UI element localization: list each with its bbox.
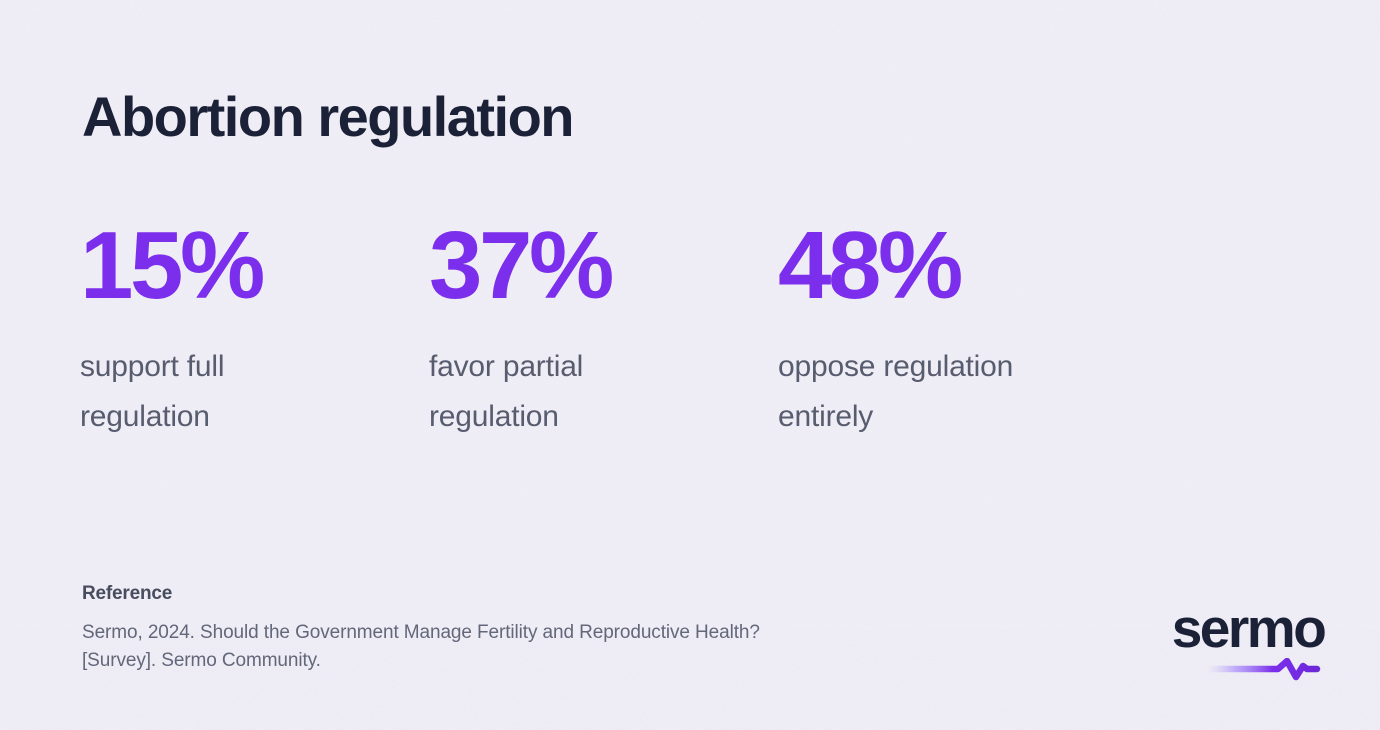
stat-value: 48% (778, 212, 963, 319)
reference-heading: Reference (82, 583, 173, 604)
stats-row: 15% support full regulation 37% favor pa… (80, 218, 1127, 442)
stat-label-line1: support full (80, 350, 225, 383)
stat-label: favor partial regulation (429, 342, 778, 442)
reference-citation: Sermo, 2024. Should the Government Manag… (82, 619, 760, 675)
stat-value: 37% (429, 212, 614, 319)
stat-oppose-entirely: 48% oppose regulation entirely (778, 218, 1127, 442)
stat-value: 15% (80, 212, 265, 319)
heartbeat-underline-icon (1204, 658, 1321, 681)
sermo-logo: sermo (1166, 601, 1330, 682)
page-title: Abortion regulation (82, 85, 575, 148)
reference-line2: [Survey]. Sermo Community. (82, 650, 321, 671)
stat-label: support full regulation (80, 342, 429, 442)
stat-label-line2: regulation (429, 400, 559, 433)
reference-line1: Sermo, 2024. Should the Government Manag… (82, 622, 760, 643)
stat-label-line1: oppose regulation (778, 350, 1014, 383)
stat-label: oppose regulation entirely (778, 342, 1127, 442)
stat-label-line2: regulation (80, 400, 210, 433)
stat-label-line2: entirely (778, 400, 874, 433)
stat-label-line1: favor partial (429, 350, 584, 383)
reference-block: Reference Sermo, 2024. Should the Govern… (82, 583, 760, 675)
stat-favor-partial: 37% favor partial regulation (429, 218, 778, 442)
sermo-wordmark: sermo (1171, 597, 1327, 659)
stat-support-full: 15% support full regulation (80, 218, 429, 442)
